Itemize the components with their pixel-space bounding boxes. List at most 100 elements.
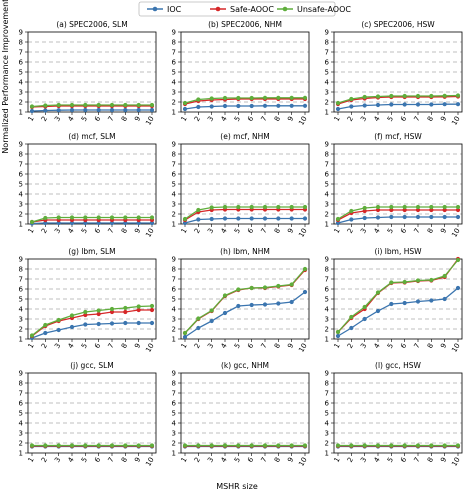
y-tick-label: 8 xyxy=(325,266,329,274)
data-point xyxy=(289,216,294,221)
data-point xyxy=(262,95,268,100)
y-tick-label: 6 xyxy=(325,286,330,294)
x-tick-label: 10 xyxy=(144,342,155,354)
x-tick-label: 8 xyxy=(273,456,282,464)
x-tick-label: 9 xyxy=(286,456,295,464)
data-point xyxy=(196,325,201,331)
data-point xyxy=(262,103,268,108)
series-line-ioc xyxy=(184,105,305,110)
data-point xyxy=(302,289,308,295)
data-point xyxy=(109,220,115,226)
data-point xyxy=(136,107,141,113)
data-point xyxy=(349,208,354,214)
x-tick-label: 7 xyxy=(107,342,116,350)
data-point xyxy=(196,217,201,222)
data-point xyxy=(415,204,421,210)
x-tick-label: 1 xyxy=(27,115,36,123)
x-tick-label: 6 xyxy=(246,342,255,350)
plot-frame xyxy=(180,31,310,113)
data-point xyxy=(209,216,214,222)
x-tick-label: 8 xyxy=(120,342,129,350)
data-point xyxy=(415,443,421,448)
x-tick-label: 5 xyxy=(80,456,89,464)
data-point xyxy=(182,334,188,340)
y-tick-label: 6 xyxy=(325,171,330,179)
data-point xyxy=(69,324,75,330)
data-point xyxy=(289,299,294,305)
y-tick-label: 5 xyxy=(172,69,176,77)
x-tick-label: 3 xyxy=(206,227,215,235)
y-tick-label: 7 xyxy=(172,390,176,398)
y-tick-label: 1 xyxy=(325,336,329,344)
data-point xyxy=(123,443,128,448)
x-tick-label: 7 xyxy=(107,227,116,235)
data-point xyxy=(389,204,394,210)
data-point xyxy=(196,443,201,448)
data-point xyxy=(209,443,214,448)
x-tick-label: 6 xyxy=(93,227,102,235)
y-tick-label: 6 xyxy=(325,59,330,67)
data-point xyxy=(455,102,461,107)
data-point xyxy=(389,301,394,307)
plot-frame xyxy=(180,258,310,340)
data-point xyxy=(249,443,254,448)
y-tick-label: 6 xyxy=(172,59,177,67)
data-point xyxy=(149,303,155,309)
data-point xyxy=(289,282,294,287)
y-tick-label: 7 xyxy=(19,390,23,398)
y-tick-label: 5 xyxy=(19,69,23,77)
y-tick-label: 8 xyxy=(325,380,329,388)
data-point xyxy=(236,443,241,448)
panel-title: (k) gcc, NHM xyxy=(221,361,269,370)
data-point xyxy=(96,102,101,108)
x-tick-label: 3 xyxy=(53,456,62,464)
plot-frame xyxy=(27,143,157,225)
data-point xyxy=(349,96,354,102)
y-tick-label: 6 xyxy=(19,286,24,294)
x-tick-label: 6 xyxy=(399,115,408,123)
data-point xyxy=(149,102,155,108)
plot-frame xyxy=(180,143,310,225)
data-point xyxy=(349,314,354,320)
series-line-ioc xyxy=(31,322,152,339)
x-tick-label: 3 xyxy=(206,342,215,350)
data-point xyxy=(69,102,75,108)
y-tick-label: 9 xyxy=(19,29,23,37)
data-point xyxy=(415,207,421,213)
x-tick-label: 7 xyxy=(413,456,422,464)
data-point xyxy=(136,215,141,220)
data-point xyxy=(109,309,115,315)
x-tick-label: 2 xyxy=(40,115,49,123)
data-point xyxy=(455,93,461,98)
data-point xyxy=(455,443,461,448)
data-point xyxy=(29,219,35,225)
series-line-unsafe-aooc xyxy=(337,259,459,333)
data-point xyxy=(56,215,61,220)
data-point xyxy=(402,300,407,306)
panel-title: (f) mcf, HSW xyxy=(374,132,422,141)
y-tick-label: 6 xyxy=(19,400,24,408)
data-point xyxy=(69,443,75,448)
x-tick-label: 9 xyxy=(439,115,448,123)
data-point xyxy=(262,216,268,221)
y-tick-label: 6 xyxy=(325,400,330,408)
y-tick-label: 9 xyxy=(19,370,23,378)
x-tick-label: 1 xyxy=(333,115,342,123)
legend-label-0: IOC xyxy=(167,5,182,14)
x-tick-label: 10 xyxy=(450,342,461,354)
y-tick-label: 2 xyxy=(19,326,23,334)
data-point xyxy=(289,103,294,108)
data-point xyxy=(249,216,254,221)
data-point xyxy=(429,204,434,210)
data-point xyxy=(302,266,308,272)
data-point xyxy=(455,214,461,220)
data-point xyxy=(335,443,341,448)
y-tick-label: 9 xyxy=(172,141,176,149)
data-point xyxy=(182,100,188,106)
data-point xyxy=(249,285,254,291)
data-point xyxy=(389,207,394,213)
data-point xyxy=(123,220,128,226)
data-point xyxy=(69,313,75,318)
